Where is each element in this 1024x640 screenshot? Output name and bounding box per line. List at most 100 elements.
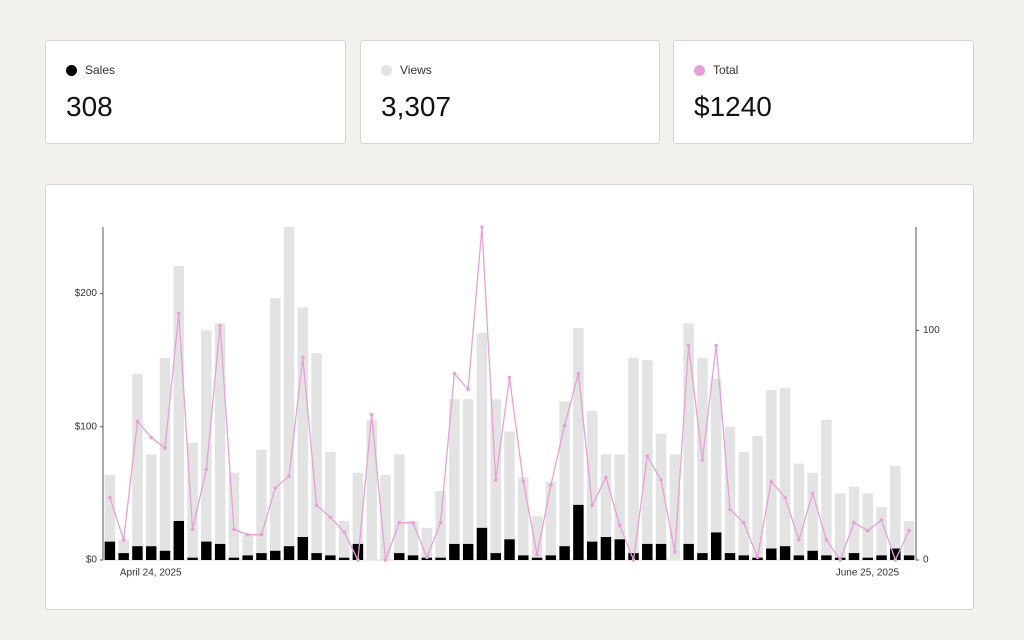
bar xyxy=(655,543,667,560)
point xyxy=(700,458,705,462)
bar xyxy=(145,454,157,560)
bar xyxy=(531,557,543,560)
bar xyxy=(270,298,281,560)
point xyxy=(728,507,732,512)
bar xyxy=(173,520,185,560)
bar xyxy=(159,357,171,560)
point xyxy=(273,486,278,490)
point xyxy=(356,558,360,562)
bar xyxy=(890,548,901,560)
bar xyxy=(311,553,322,560)
bar xyxy=(283,227,295,560)
point xyxy=(521,479,526,484)
bar xyxy=(214,543,226,560)
bar xyxy=(890,465,901,560)
point xyxy=(314,503,319,508)
y-tick-label: $0 xyxy=(86,555,98,566)
point xyxy=(824,538,829,542)
bar xyxy=(669,454,681,560)
bar xyxy=(697,553,708,560)
bar xyxy=(683,543,694,560)
point xyxy=(810,491,815,496)
point xyxy=(714,343,718,348)
stat-value: $1240 xyxy=(694,91,772,122)
point xyxy=(576,371,581,376)
bar xyxy=(710,378,722,560)
bar xyxy=(476,527,488,560)
stat-value: 308 xyxy=(66,91,113,122)
bar xyxy=(352,543,364,560)
legend-dot xyxy=(381,64,392,76)
bar xyxy=(325,452,336,560)
bar xyxy=(462,543,474,560)
point xyxy=(466,387,470,392)
bar xyxy=(600,454,612,560)
bar xyxy=(504,539,515,560)
bar xyxy=(201,541,212,560)
y-tick-label: $100 xyxy=(75,421,98,432)
bar xyxy=(256,553,267,560)
bar xyxy=(876,507,887,560)
bar xyxy=(283,546,295,560)
point xyxy=(425,555,429,560)
bar xyxy=(821,419,832,560)
bar xyxy=(876,555,887,560)
bar xyxy=(407,555,419,560)
point xyxy=(218,323,222,328)
bar xyxy=(104,541,116,560)
bar xyxy=(449,543,460,560)
stat-value: 3,307 xyxy=(381,91,452,122)
bar xyxy=(573,328,584,560)
bar xyxy=(862,557,874,560)
bar xyxy=(380,475,391,560)
bar xyxy=(559,546,570,560)
bar xyxy=(752,435,763,560)
point xyxy=(190,527,195,532)
bar xyxy=(435,491,446,560)
bar xyxy=(573,504,584,560)
point xyxy=(135,419,140,424)
bar xyxy=(614,539,625,560)
bar xyxy=(531,516,543,560)
bar xyxy=(724,426,736,560)
bar xyxy=(256,449,267,560)
stat-card: Views 3,307 xyxy=(360,40,660,144)
point xyxy=(755,555,760,560)
bar xyxy=(710,532,722,560)
point xyxy=(686,343,691,348)
point xyxy=(645,454,650,458)
bar xyxy=(903,555,915,560)
point xyxy=(493,478,498,482)
bar xyxy=(600,537,612,560)
bar xyxy=(228,472,240,560)
bar xyxy=(848,553,860,560)
stat-label: Sales xyxy=(66,63,115,77)
bar xyxy=(435,557,446,560)
bar xyxy=(394,553,405,560)
legend-label: Sales xyxy=(85,63,116,77)
point xyxy=(383,558,388,562)
bar xyxy=(228,557,240,560)
bar xyxy=(518,555,529,560)
bar xyxy=(683,323,694,560)
legend-dot xyxy=(66,64,77,76)
bar xyxy=(903,520,915,560)
bar xyxy=(242,555,253,560)
point xyxy=(397,520,402,525)
stat-label: Views xyxy=(381,63,432,77)
bar xyxy=(779,387,791,560)
bar xyxy=(793,463,805,560)
bar xyxy=(118,539,129,560)
bar xyxy=(104,475,116,560)
stat-card: Total $1240 xyxy=(673,40,974,144)
bar xyxy=(352,472,364,560)
legend-label: Views xyxy=(400,63,432,77)
point xyxy=(232,527,236,532)
bar xyxy=(476,332,488,560)
point xyxy=(259,532,264,537)
bar xyxy=(118,553,129,560)
point xyxy=(741,520,746,525)
bar xyxy=(325,555,336,560)
